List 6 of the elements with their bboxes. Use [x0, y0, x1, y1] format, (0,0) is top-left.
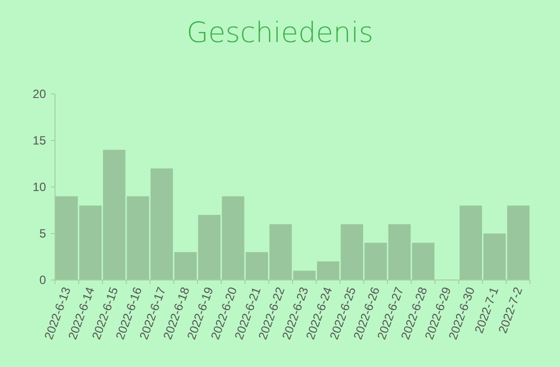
- y-tick-label: 0: [39, 273, 46, 288]
- y-tick-label: 15: [32, 134, 46, 148]
- y-tick-label: 20: [32, 87, 46, 102]
- y-tick-label: 10: [32, 180, 46, 194]
- y-tick-label: 5: [39, 226, 46, 241]
- chart-title: Geschiedenis: [186, 16, 374, 49]
